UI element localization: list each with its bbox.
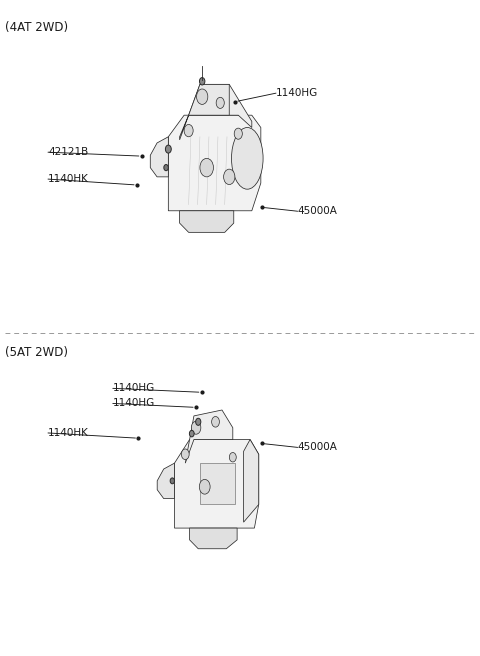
Polygon shape <box>180 211 234 232</box>
Text: 1140HK: 1140HK <box>48 428 89 438</box>
Circle shape <box>200 158 214 177</box>
Circle shape <box>196 89 208 104</box>
Ellipse shape <box>231 127 263 189</box>
Polygon shape <box>157 463 175 499</box>
Circle shape <box>216 97 224 108</box>
Text: (4AT 2WD): (4AT 2WD) <box>5 21 68 34</box>
Polygon shape <box>185 410 233 463</box>
Circle shape <box>170 478 175 484</box>
Circle shape <box>212 417 219 427</box>
Circle shape <box>224 169 235 184</box>
Text: 1140HG: 1140HG <box>276 88 318 98</box>
Text: 45000A: 45000A <box>298 206 337 216</box>
Text: 42121B: 42121B <box>48 147 88 157</box>
Circle shape <box>196 419 201 425</box>
Polygon shape <box>190 528 237 548</box>
Circle shape <box>234 128 242 139</box>
Circle shape <box>164 165 168 171</box>
Polygon shape <box>168 115 261 211</box>
Circle shape <box>229 453 236 462</box>
Text: 45000A: 45000A <box>298 442 337 453</box>
FancyBboxPatch shape <box>200 463 235 504</box>
Circle shape <box>190 430 194 437</box>
Text: 1140HG: 1140HG <box>113 383 155 394</box>
Text: 1140HK: 1140HK <box>48 174 89 184</box>
Circle shape <box>192 421 201 434</box>
Circle shape <box>181 449 189 460</box>
Polygon shape <box>244 440 259 522</box>
Circle shape <box>200 77 205 85</box>
Circle shape <box>184 125 193 136</box>
Polygon shape <box>150 137 168 177</box>
Circle shape <box>199 480 210 494</box>
Circle shape <box>166 145 171 153</box>
Text: 1140HG: 1140HG <box>113 398 155 409</box>
Polygon shape <box>180 85 252 140</box>
Text: (5AT 2WD): (5AT 2WD) <box>5 346 68 359</box>
Polygon shape <box>189 85 229 115</box>
Polygon shape <box>175 440 259 528</box>
